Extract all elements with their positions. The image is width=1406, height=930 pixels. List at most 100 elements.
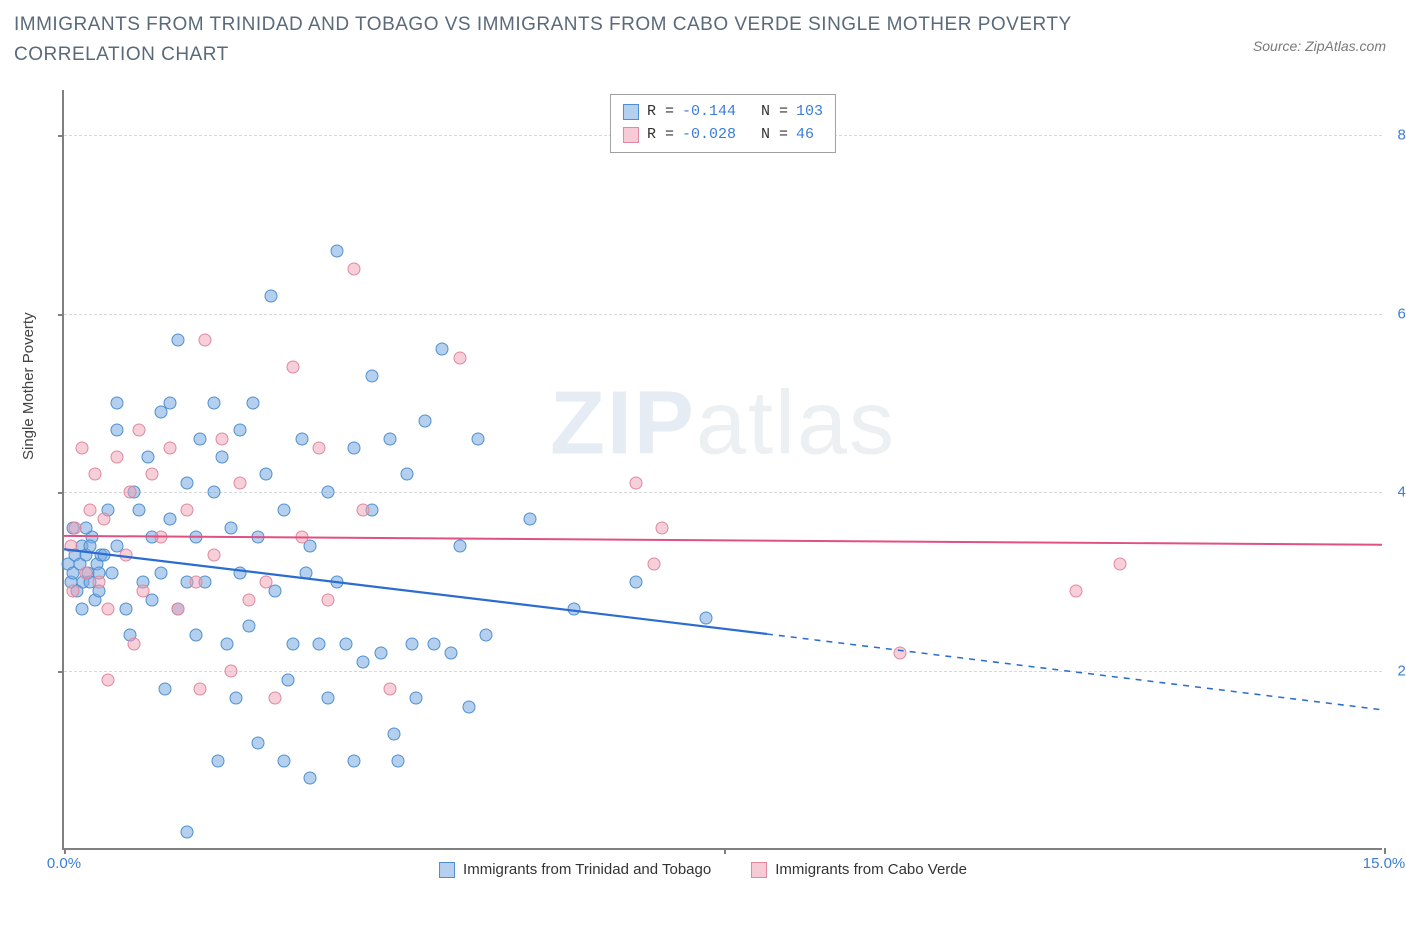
scatter-point	[190, 629, 203, 642]
scatter-point	[568, 602, 581, 615]
scatter-point	[194, 683, 207, 696]
scatter-point	[401, 468, 414, 481]
scatter-point	[322, 593, 335, 606]
scatter-point	[286, 638, 299, 651]
scatter-point	[282, 674, 295, 687]
scatter-point	[322, 486, 335, 499]
scatter-point	[357, 504, 370, 517]
scatter-point	[146, 468, 159, 481]
scatter-point	[1114, 557, 1127, 570]
scatter-point	[700, 611, 713, 624]
scatter-point	[124, 486, 137, 499]
scatter-point	[190, 531, 203, 544]
legend-item: Immigrants from Cabo Verde	[751, 861, 967, 878]
scatter-point	[172, 334, 185, 347]
scatter-point	[225, 665, 238, 678]
scatter-point	[418, 414, 431, 427]
scatter-point	[207, 486, 220, 499]
scatter-point	[163, 396, 176, 409]
legend-label: Immigrants from Cabo Verde	[775, 861, 967, 878]
scatter-point	[278, 754, 291, 767]
scatter-point	[141, 450, 154, 463]
scatter-point	[388, 727, 401, 740]
scatter-point	[110, 423, 123, 436]
scatter-point	[630, 477, 643, 490]
watermark-zip: ZIP	[550, 373, 696, 473]
y-axis-label: Single Mother Poverty	[20, 312, 37, 460]
legend-row: R = -0.028 N = 46	[623, 124, 823, 147]
x-tick-mark	[1384, 848, 1386, 854]
scatter-point	[234, 423, 247, 436]
legend-swatch-a	[439, 862, 455, 878]
scatter-point	[132, 423, 145, 436]
legend-row: R = -0.144 N = 103	[623, 101, 823, 124]
scatter-point	[216, 450, 229, 463]
scatter-point	[229, 692, 242, 705]
scatter-point	[181, 477, 194, 490]
scatter-point	[119, 548, 132, 561]
trend-line	[64, 549, 767, 634]
scatter-point	[383, 432, 396, 445]
scatter-point	[286, 361, 299, 374]
scatter-point	[110, 396, 123, 409]
scatter-point	[80, 566, 93, 579]
scatter-point	[894, 647, 907, 660]
n-label: N =	[761, 124, 788, 147]
watermark: ZIPatlas	[550, 372, 896, 475]
scatter-point	[295, 531, 308, 544]
chart-container: Single Mother Poverty ZIPatlas R = -0.14…	[14, 90, 1392, 880]
scatter-point	[128, 638, 141, 651]
scatter-point	[313, 441, 326, 454]
scatter-point	[348, 262, 361, 275]
y-tick-mark	[58, 135, 64, 137]
y-tick-label: 60.0%	[1397, 305, 1406, 322]
scatter-point	[97, 548, 110, 561]
scatter-point	[80, 522, 93, 535]
scatter-point	[93, 575, 106, 588]
scatter-point	[348, 441, 361, 454]
scatter-point	[471, 432, 484, 445]
scatter-point	[75, 441, 88, 454]
scatter-point	[454, 540, 467, 553]
scatter-point	[207, 548, 220, 561]
legend-label: Immigrants from Trinidad and Tobago	[463, 861, 711, 878]
r-label: R =	[647, 101, 674, 124]
gridline	[64, 671, 1382, 672]
scatter-point	[330, 244, 343, 257]
scatter-point	[84, 504, 97, 517]
y-tick-mark	[58, 314, 64, 316]
scatter-point	[383, 683, 396, 696]
legend-swatch-b	[623, 127, 639, 143]
y-tick-mark	[58, 671, 64, 673]
r-label: R =	[647, 124, 674, 147]
scatter-point	[427, 638, 440, 651]
scatter-point	[278, 504, 291, 517]
scatter-point	[198, 334, 211, 347]
scatter-point	[68, 522, 81, 535]
scatter-point	[524, 513, 537, 526]
scatter-point	[132, 504, 145, 517]
scatter-point	[225, 522, 238, 535]
scatter-point	[357, 656, 370, 669]
scatter-point	[97, 513, 110, 526]
scatter-point	[269, 692, 282, 705]
scatter-point	[159, 683, 172, 696]
watermark-atlas: atlas	[696, 373, 896, 473]
scatter-point	[234, 566, 247, 579]
scatter-point	[392, 754, 405, 767]
scatter-point	[163, 441, 176, 454]
r-value: -0.144	[682, 101, 736, 124]
x-tick-label: 15.0%	[1363, 855, 1406, 872]
scatter-point	[65, 540, 78, 553]
scatter-point	[172, 602, 185, 615]
scatter-point	[330, 575, 343, 588]
scatter-point	[348, 754, 361, 767]
scatter-point	[106, 566, 119, 579]
scatter-point	[154, 566, 167, 579]
scatter-point	[260, 468, 273, 481]
chart-title: IMMIGRANTS FROM TRINIDAD AND TOBAGO VS I…	[14, 10, 1114, 71]
scatter-point	[163, 513, 176, 526]
scatter-point	[137, 584, 150, 597]
legend-swatch-b	[751, 862, 767, 878]
scatter-point	[242, 620, 255, 633]
